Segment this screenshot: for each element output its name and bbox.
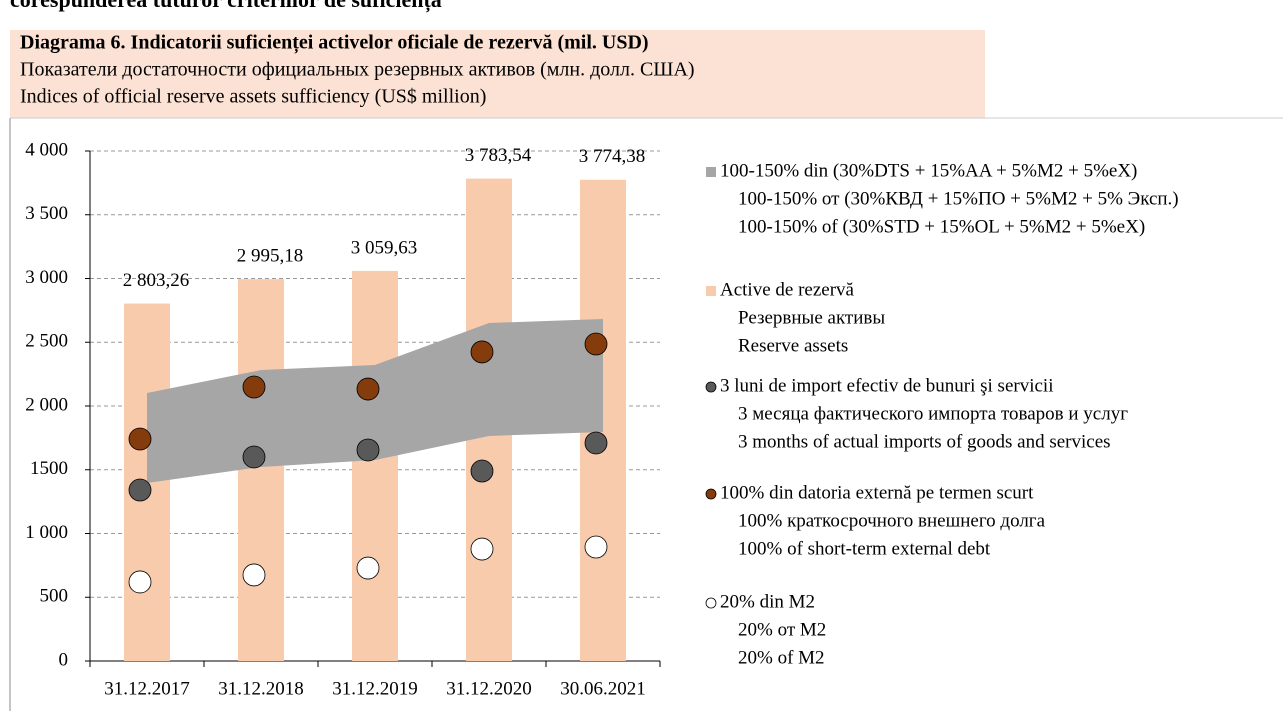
- legend-label: 100-150% din (30%DTS + 15%AA + 5%M2 + 5%…: [720, 160, 1137, 181]
- dot: [242, 445, 266, 469]
- legend-label: 20% din M2: [720, 591, 815, 612]
- chart-title: Indices of official reserve assets suffi…: [20, 86, 486, 108]
- legend-marker: [705, 597, 717, 609]
- x-tick-label: 31.12.2017: [104, 678, 190, 699]
- bar: [352, 270, 398, 661]
- dot: [128, 570, 152, 594]
- data-label: 3 774,38: [579, 146, 646, 167]
- dot: [128, 427, 152, 451]
- legend-label: 20% от M2: [738, 619, 826, 640]
- dot: [470, 459, 494, 483]
- legend-label: 20% of M2: [738, 647, 825, 668]
- data-label: 3 059,63: [351, 237, 418, 258]
- bar: [238, 279, 284, 661]
- dot: [470, 537, 494, 561]
- legend-marker: [705, 381, 717, 393]
- legend-label: Reserve assets: [738, 335, 848, 356]
- dot: [242, 563, 266, 587]
- dot: [584, 431, 608, 455]
- y-tick-label: 3 000: [25, 267, 68, 288]
- legend-label: 100% din datoria externă pe termen scurt: [720, 482, 1034, 503]
- y-tick-label: 3 500: [25, 203, 68, 224]
- legend-label: 100% of short-term external debt: [738, 538, 991, 559]
- legend-label: 100-150% от (30%КВД + 15%ПО + 5%M2 + 5% …: [738, 188, 1179, 209]
- data-label: 2 803,26: [123, 270, 190, 291]
- legend-label: 100% краткосрочного внешнего долга: [738, 510, 1046, 531]
- data-label: 3 783,54: [465, 145, 532, 166]
- y-tick-label: 2 000: [25, 394, 68, 415]
- y-tick-label: 1500: [30, 458, 68, 479]
- x-tick-label: 31.12.2019: [332, 678, 418, 699]
- y-tick-label: 4 000: [25, 139, 68, 160]
- data-label: 2 995,18: [237, 245, 304, 266]
- dot: [356, 556, 380, 580]
- chart-title: Показатели достаточности официальных рез…: [20, 59, 695, 81]
- y-tick-label: 500: [40, 586, 69, 607]
- dot: [470, 340, 494, 364]
- title-box: [10, 30, 985, 118]
- heading: corespunderea tuturor criteriilor de suf…: [10, 0, 442, 13]
- dot: [242, 375, 266, 399]
- legend-label: Active de rezervă: [720, 279, 855, 300]
- dot: [128, 478, 152, 502]
- x-tick-label: 30.06.2021: [560, 678, 646, 699]
- legend-marker: [705, 488, 717, 500]
- dot: [584, 535, 608, 559]
- dot: [584, 332, 608, 356]
- legend-label: 3 месяца фактического импорта товаров и …: [738, 403, 1128, 424]
- chart-title: Diagrama 6. Indicatorii suficienței acti…: [20, 32, 649, 55]
- legend-label: 3 luni de import efectiv de bunuri şi se…: [720, 375, 1053, 396]
- x-tick-label: 31.12.2020: [446, 678, 532, 699]
- legend-marker: [706, 286, 716, 296]
- legend-marker: [706, 167, 716, 177]
- y-tick-label: 2 500: [25, 331, 68, 352]
- x-tick-label: 31.12.2018: [218, 678, 304, 699]
- y-tick-label: 1 000: [25, 522, 68, 543]
- dot: [356, 438, 380, 462]
- legend-label: Резервные активы: [738, 307, 885, 328]
- legend-label: 100-150% of (30%STD + 15%OL + 5%M2 + 5%e…: [738, 216, 1145, 237]
- legend-label: 3 months of actual imports of goods and …: [738, 431, 1111, 452]
- dot: [356, 377, 380, 401]
- y-tick-label: 0: [59, 649, 69, 670]
